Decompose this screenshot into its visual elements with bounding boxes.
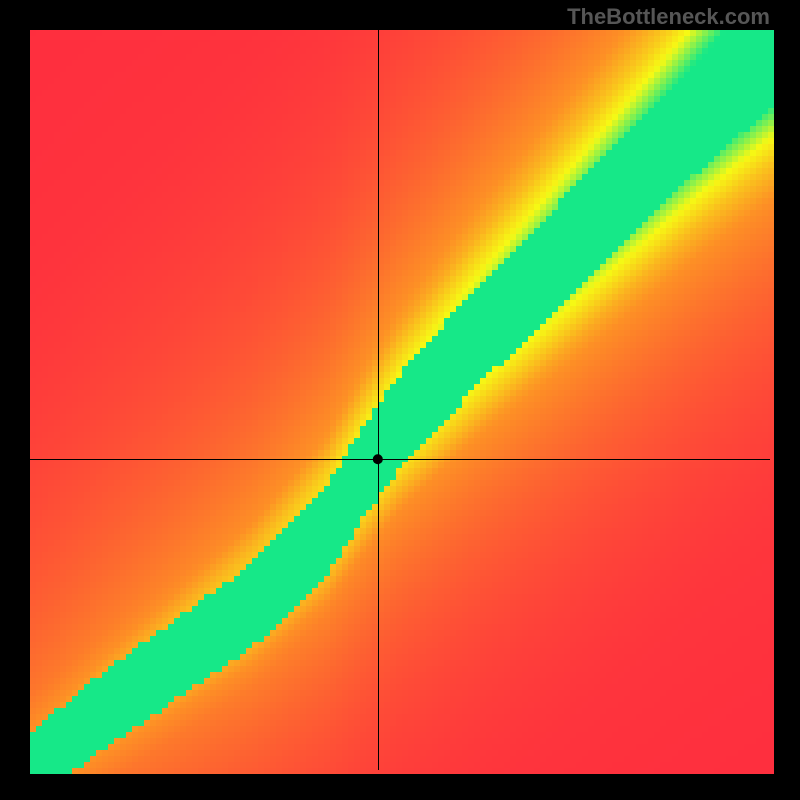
chart-container: TheBottleneck.com	[0, 0, 800, 800]
watermark-text: TheBottleneck.com	[567, 4, 770, 30]
bottleneck-heatmap	[0, 0, 800, 800]
